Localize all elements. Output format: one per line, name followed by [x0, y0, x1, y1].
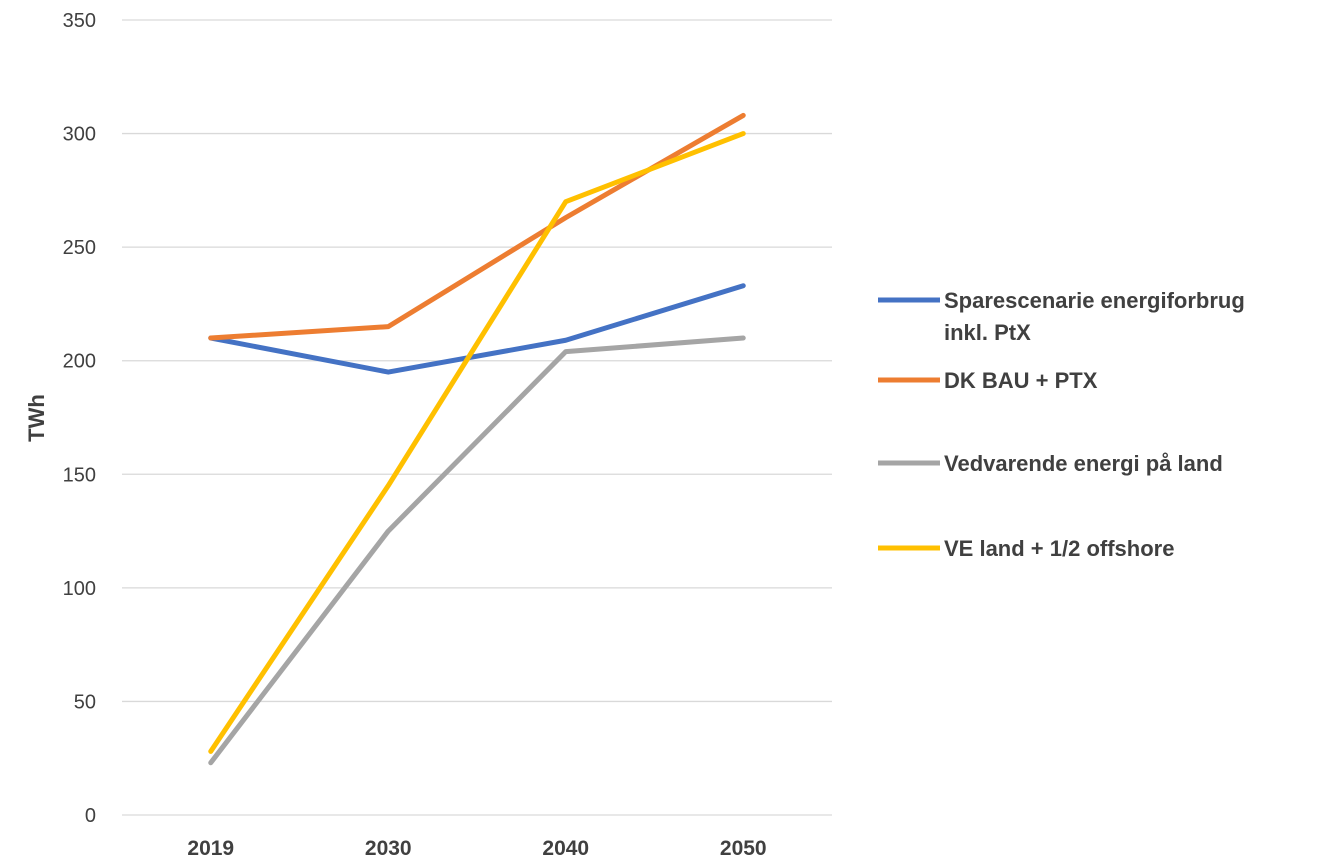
y-tick-label: 300	[63, 124, 96, 146]
x-tick-label: 2050	[720, 837, 767, 860]
series-line-2	[208, 335, 746, 766]
y-tick-label: 0	[85, 805, 96, 827]
y-tick-label: 350	[63, 10, 96, 32]
series-line-1	[208, 112, 746, 341]
y-axis-title: TWh	[24, 394, 49, 442]
y-tick-label: 200	[63, 351, 96, 373]
legend-entry-label: Vedvarende energi på land	[944, 451, 1223, 476]
y-tick-labels: 0 50 100 150 200 250 300 350	[63, 10, 96, 827]
x-tick-labels: 2019 2030 2040 2050	[187, 837, 766, 860]
legend-entry-label: inkl. PtX	[944, 320, 1031, 345]
gridlines	[122, 19, 832, 816]
x-tick-label: 2040	[542, 837, 589, 860]
legend: Sparescenarie energiforbrug inkl. PtX DK B…	[878, 288, 1245, 561]
legend-entry-label: Sparescenarie energiforbrug	[944, 288, 1245, 313]
y-tick-label: 150	[63, 464, 96, 486]
legend-entry-label: DK BAU + PTX	[944, 368, 1098, 393]
y-tick-label: 50	[74, 691, 96, 713]
x-tick-label: 2019	[187, 837, 234, 860]
series-line-0	[208, 283, 746, 375]
x-tick-label: 2030	[365, 837, 412, 860]
y-tick-label: 250	[63, 237, 96, 259]
legend-entry-label: VE land + 1/2 offshore	[944, 536, 1174, 561]
series-line-3	[208, 131, 746, 754]
y-tick-label: 100	[63, 578, 96, 600]
series-lines	[208, 112, 746, 766]
